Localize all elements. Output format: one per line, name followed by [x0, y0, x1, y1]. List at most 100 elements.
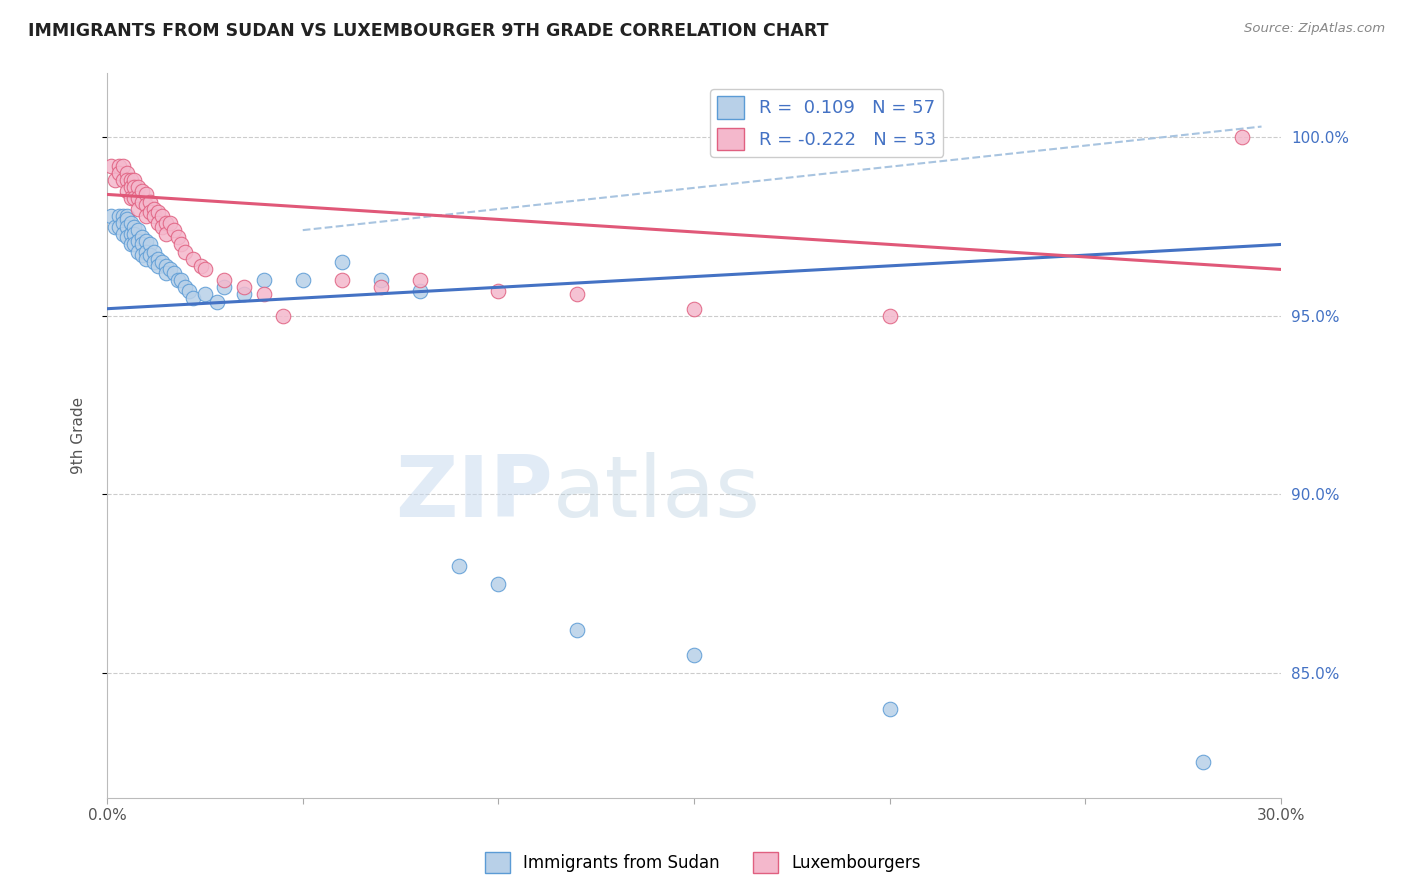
Point	[135, 187, 157, 202]
Point	[370, 280, 392, 294]
Point	[108, 166, 131, 180]
Point	[409, 284, 432, 298]
Point	[291, 273, 314, 287]
Point	[115, 173, 138, 187]
Point	[155, 216, 177, 230]
Point	[409, 273, 432, 287]
Point	[146, 252, 169, 266]
Point	[179, 284, 201, 298]
Point	[162, 223, 184, 237]
Legend: R =  0.109   N = 57, R = -0.222   N = 53: R = 0.109 N = 57, R = -0.222 N = 53	[710, 89, 943, 157]
Point	[370, 273, 392, 287]
Point	[146, 216, 169, 230]
Point	[194, 287, 217, 301]
Point	[565, 623, 588, 637]
Point	[131, 184, 153, 198]
Point	[115, 230, 138, 244]
Point	[111, 209, 134, 223]
Point	[127, 234, 149, 248]
Point	[174, 280, 197, 294]
Point	[100, 159, 122, 173]
Point	[1191, 756, 1213, 770]
Point	[170, 237, 193, 252]
Point	[131, 237, 153, 252]
Point	[155, 227, 177, 241]
Point	[486, 284, 509, 298]
Point	[120, 180, 142, 194]
Point	[143, 202, 166, 216]
Text: atlas: atlas	[553, 452, 761, 535]
Point	[127, 180, 149, 194]
Legend: Immigrants from Sudan, Luxembourgers: Immigrants from Sudan, Luxembourgers	[478, 846, 928, 880]
Point	[174, 244, 197, 259]
Point	[214, 280, 236, 294]
Point	[330, 255, 353, 269]
Point	[115, 212, 138, 227]
Point	[108, 219, 131, 234]
Point	[139, 194, 162, 209]
Point	[124, 237, 146, 252]
Point	[135, 252, 157, 266]
Point	[879, 309, 901, 323]
Point	[124, 191, 146, 205]
Point	[120, 227, 142, 241]
Point	[127, 223, 149, 237]
Point	[124, 219, 146, 234]
Point	[214, 273, 236, 287]
Point	[181, 252, 204, 266]
Point	[170, 273, 193, 287]
Point	[100, 209, 122, 223]
Point	[143, 209, 166, 223]
Point	[155, 266, 177, 280]
Point	[330, 273, 353, 287]
Point	[879, 702, 901, 716]
Point	[108, 159, 131, 173]
Point	[131, 194, 153, 209]
Point	[190, 259, 212, 273]
Point	[155, 259, 177, 273]
Point	[181, 291, 204, 305]
Point	[486, 576, 509, 591]
Point	[115, 166, 138, 180]
Point	[111, 159, 134, 173]
Point	[127, 202, 149, 216]
Point	[150, 255, 173, 269]
Point	[131, 230, 153, 244]
Point	[135, 198, 157, 212]
Point	[111, 227, 134, 241]
Point	[252, 287, 274, 301]
Point	[111, 173, 134, 187]
Point	[124, 180, 146, 194]
Point	[111, 216, 134, 230]
Point	[146, 205, 169, 219]
Point	[108, 209, 131, 223]
Point	[271, 309, 294, 323]
Point	[143, 255, 166, 269]
Point	[233, 287, 256, 301]
Point	[120, 216, 142, 230]
Point	[139, 237, 162, 252]
Point	[135, 209, 157, 223]
Text: ZIP: ZIP	[395, 452, 553, 535]
Text: IMMIGRANTS FROM SUDAN VS LUXEMBOURGER 9TH GRADE CORRELATION CHART: IMMIGRANTS FROM SUDAN VS LUXEMBOURGER 9T…	[28, 22, 828, 40]
Point	[135, 234, 157, 248]
Point	[146, 259, 169, 273]
Point	[205, 294, 228, 309]
Point	[166, 273, 188, 287]
Point	[124, 173, 146, 187]
Point	[104, 219, 127, 234]
Point	[115, 209, 138, 223]
Point	[565, 287, 588, 301]
Text: Source: ZipAtlas.com: Source: ZipAtlas.com	[1244, 22, 1385, 36]
Y-axis label: 9th Grade: 9th Grade	[72, 397, 86, 474]
Point	[124, 227, 146, 241]
Point	[159, 262, 181, 277]
Point	[159, 216, 181, 230]
Point	[120, 191, 142, 205]
Point	[683, 301, 706, 316]
Point	[139, 248, 162, 262]
Point	[150, 219, 173, 234]
Point	[194, 262, 217, 277]
Point	[143, 244, 166, 259]
Point	[131, 248, 153, 262]
